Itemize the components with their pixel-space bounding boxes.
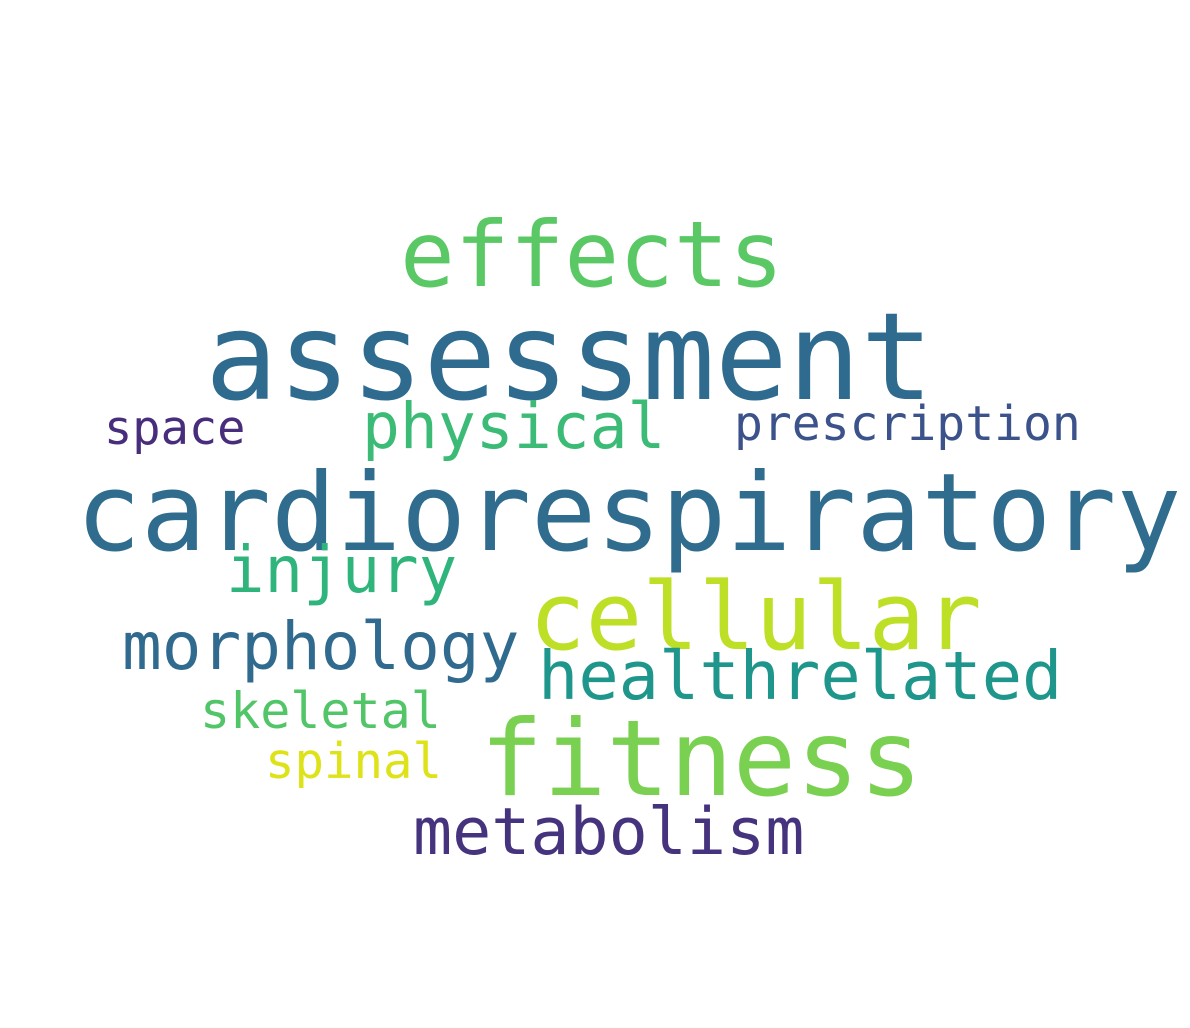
word-effects: effects <box>400 203 784 308</box>
word-physical: physical <box>362 390 666 463</box>
word-space: space <box>104 401 246 456</box>
word-cellular: cellular <box>529 563 982 672</box>
word-cardiorespiratory: cardiorespiratory <box>76 451 1182 576</box>
word-metabolism: metabolism <box>413 795 805 870</box>
word-injury: injury <box>226 534 458 608</box>
word-healthrelated: healthrelated <box>538 637 1063 715</box>
word-assessment: assessment <box>205 287 934 428</box>
word-prescription: prescription <box>734 396 1081 452</box>
word-skeletal: skeletal <box>200 682 441 740</box>
word-spinal: spinal <box>265 733 443 790</box>
word-fitness: fitness <box>480 698 923 820</box>
word-morphology: morphology <box>122 608 520 685</box>
